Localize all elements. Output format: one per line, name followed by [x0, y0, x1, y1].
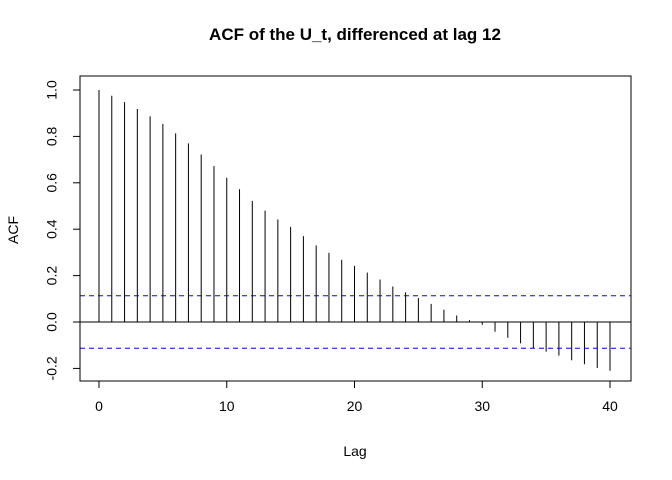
y-tick-label-3: 0.4 [44, 219, 60, 239]
chart-title: ACF of the U_t, differenced at lag 12 [209, 25, 501, 44]
y-tick-label-1: 0.0 [44, 312, 60, 332]
y-tick-label-6: 1.0 [44, 80, 60, 100]
x-tick-label-10: 10 [219, 398, 235, 414]
confidence-bounds [80, 295, 631, 349]
x-axis-label: Lag [343, 443, 366, 459]
x-tick-label-0: 0 [95, 398, 103, 414]
x-axis: 0 10 20 30 40 [95, 380, 618, 414]
y-tick-label-5: 0.8 [44, 126, 60, 146]
x-tick-label-40: 40 [602, 398, 618, 414]
y-tick-label-0: -0.2 [44, 356, 60, 380]
x-tick-label-30: 30 [474, 398, 490, 414]
y-tick-label-4: 0.6 [44, 173, 60, 193]
y-axis-label: ACF [5, 216, 21, 244]
y-axis: -0.2 0.0 0.2 0.4 0.6 0.8 1.0 [44, 80, 81, 380]
x-tick-label-20: 20 [347, 398, 363, 414]
y-tick-label-2: 0.2 [44, 266, 60, 286]
acf-bars [98, 90, 611, 371]
